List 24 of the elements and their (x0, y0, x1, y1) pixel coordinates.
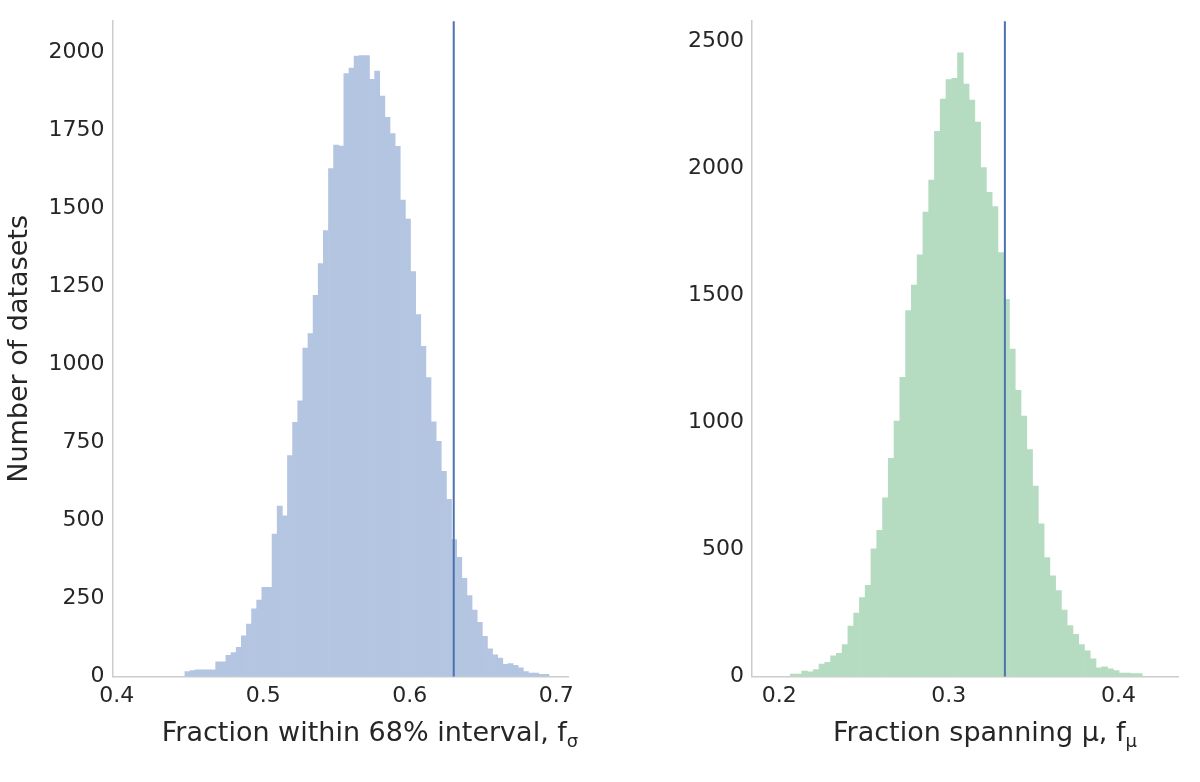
y-tick-label: 500 (701, 535, 744, 561)
y-tick-label: 1000 (687, 408, 744, 434)
y-tick-label: 750 (62, 428, 105, 454)
y-tick-label: 2000 (687, 154, 744, 180)
y-tick-label: 0 (729, 662, 744, 688)
x-tick-label: 0.4 (99, 681, 135, 707)
x-tick-label: 0.7 (538, 681, 574, 707)
x-tick-label: 0.5 (245, 681, 281, 707)
x-tick-label: 0.3 (931, 681, 967, 707)
y-tick-label: 1250 (48, 272, 105, 298)
y-tick-label: 500 (62, 506, 105, 532)
y-tick-label: 1750 (48, 116, 105, 142)
x-axis-title: Fraction spanning μ, f$_{μ}$ (832, 716, 1138, 752)
y-tick-label: 2500 (687, 27, 744, 53)
x-tick-label: 0.4 (1101, 681, 1137, 707)
y-axis-title: Number of datasets (2, 214, 34, 483)
y-tick-label: 2000 (48, 38, 105, 64)
y-tick-label: 250 (62, 584, 105, 610)
x-tick-label: 0.2 (761, 681, 797, 707)
y-tick-label: 1000 (48, 350, 105, 376)
x-axis-title: Fraction within 68% interval, f$_{σ}$ (160, 716, 580, 752)
y-tick-label: 1500 (687, 281, 744, 307)
y-tick-label: 1500 (48, 194, 105, 220)
x-tick-label: 0.6 (392, 681, 428, 707)
